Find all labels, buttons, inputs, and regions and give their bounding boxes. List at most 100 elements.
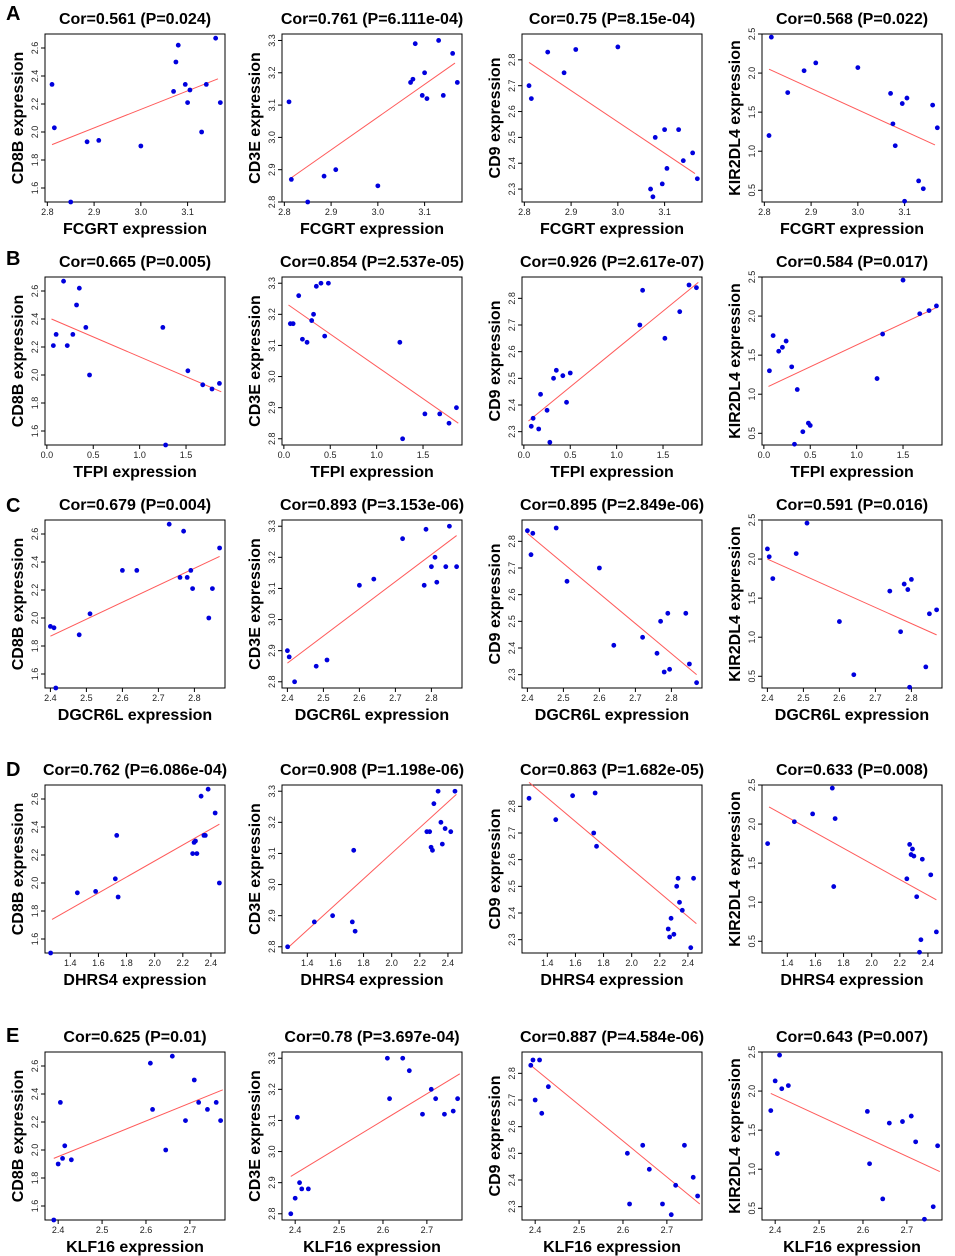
scatter-panel-20: Cor=0.643 (P=0.007) 2.4 2.5 2.6 2.7 0.5 1.0 1.5… — [727, 1029, 943, 1256]
data-point — [321, 173, 327, 179]
panel-title: Cor=0.561 (P=0.024) — [59, 11, 211, 28]
data-point — [772, 1078, 778, 1084]
data-point — [410, 76, 416, 82]
panel-title: Cor=0.633 (P=0.008) — [776, 762, 928, 779]
scatter-panel-8: Cor=0.584 (P=0.017)0.0 0.5 1.0 1.50.51.01.5… — [727, 254, 943, 481]
x-axis-label: DGCR6L expression — [775, 707, 929, 724]
data-point — [679, 907, 685, 913]
y-tick-label: 2.6 — [507, 1120, 517, 1133]
data-point — [177, 575, 183, 580]
data-point — [831, 884, 837, 889]
y-tick-label: 2.6 — [30, 1060, 40, 1073]
y-tick-label: 1.0 — [747, 145, 757, 158]
data-point — [570, 793, 576, 799]
data-point — [420, 1111, 425, 1117]
y-tick-label: 3.1 — [267, 339, 277, 352]
x-axis-label: DGCR6L expression — [295, 707, 449, 724]
panel-title: Cor=0.908 (P=1.198e-06) — [280, 762, 464, 779]
data-point — [431, 801, 437, 807]
data-point — [290, 321, 296, 327]
y-tick-label: 2.4 — [30, 821, 40, 834]
data-point — [933, 929, 939, 935]
x-tick-label: 2.4 — [281, 693, 294, 703]
data-point — [447, 523, 452, 529]
data-point — [217, 545, 223, 551]
y-tick-label: 2.8 — [507, 54, 517, 67]
x-tick-label: 0.5 — [324, 450, 337, 460]
x-tick-label: 0.0 — [758, 450, 771, 460]
data-point — [553, 817, 559, 823]
data-point — [899, 101, 905, 106]
data-point — [311, 311, 316, 317]
data-point — [770, 333, 776, 339]
scatter-panel-6: Cor=0.854 (P=2.537e-05) 0.0 0.5 1.0 1.5 2.8 2.… — [247, 254, 464, 481]
data-point — [627, 1201, 632, 1207]
data-point — [916, 178, 922, 184]
data-point — [668, 915, 674, 921]
x-tick-label: 2.5 — [557, 693, 570, 703]
data-point — [671, 931, 677, 937]
data-point — [934, 303, 939, 309]
data-point — [194, 851, 200, 856]
data-point — [624, 1150, 630, 1156]
y-tick-label: 3.0 — [267, 878, 277, 891]
regression-line — [51, 318, 222, 393]
data-point — [544, 407, 550, 413]
data-point — [212, 810, 218, 816]
y-tick-label: 3.2 — [267, 308, 277, 321]
data-point — [53, 685, 59, 691]
data-point — [934, 125, 940, 131]
y-tick-label: 2.4 — [30, 313, 40, 326]
x-tick-label: 2.6 — [353, 693, 366, 703]
plot-frame — [761, 519, 943, 689]
data-point — [454, 405, 459, 411]
data-point — [567, 370, 573, 376]
y-tick-label: 2.5 — [747, 779, 757, 792]
data-point — [185, 100, 190, 105]
regression-line — [767, 558, 937, 636]
panel-title: Cor=0.893 (P=3.153e-06) — [280, 497, 464, 514]
y-tick-label: 3.0 — [267, 613, 277, 626]
x-axis-label: DGCR6L expression — [535, 707, 689, 724]
y-tick-label: 2.5 — [507, 1147, 517, 1160]
data-point — [166, 521, 172, 527]
data-point — [547, 439, 553, 445]
y-tick-label: 2.2 — [30, 98, 40, 111]
y-tick-label: 0.5 — [747, 1202, 757, 1215]
y-axis-label: CD3E expression — [247, 1070, 264, 1202]
data-point — [436, 38, 442, 43]
data-point — [832, 816, 838, 821]
data-point — [779, 1086, 785, 1092]
data-point — [311, 919, 317, 925]
data-point — [690, 1174, 696, 1180]
data-point — [532, 1097, 538, 1103]
panel-title: Cor=0.926 (P=2.617e-07) — [520, 254, 704, 271]
data-point — [659, 181, 665, 187]
x-tick-label: 1.4 — [781, 958, 794, 968]
data-point — [285, 944, 291, 950]
scatter-panel-15: Cor=0.863 (P=1.682e-05) 1.4 1.6 1.8 2.0 2.2 2.… — [487, 762, 704, 989]
data-point — [564, 399, 569, 405]
data-point — [53, 332, 59, 337]
data-point — [430, 847, 435, 853]
y-tick-label: 3.3 — [267, 277, 277, 290]
data-point — [864, 1108, 870, 1114]
regression-line — [768, 806, 937, 901]
data-point — [49, 82, 55, 87]
x-tick-label: 0.0 — [41, 450, 54, 460]
data-point — [428, 1086, 434, 1092]
plot-frame — [44, 519, 226, 689]
regression-line — [53, 1089, 223, 1159]
x-axis-label: FCGRT expression — [780, 221, 924, 238]
y-tick-label: 0.5 — [747, 670, 757, 683]
x-tick-label: 2.6 — [857, 1225, 870, 1235]
y-axis-label: CD9 expression — [487, 58, 504, 179]
y-tick-label: 3.0 — [267, 370, 277, 383]
data-point — [851, 672, 857, 678]
data-point — [305, 199, 311, 205]
x-tick-label: 2.2 — [894, 958, 907, 968]
x-tick-label: 2.8 — [758, 207, 771, 217]
x-tick-label: 2.7 — [421, 1225, 434, 1235]
x-tick-label: 2.6 — [617, 1225, 630, 1235]
x-tick-label: 2.5 — [797, 693, 810, 703]
